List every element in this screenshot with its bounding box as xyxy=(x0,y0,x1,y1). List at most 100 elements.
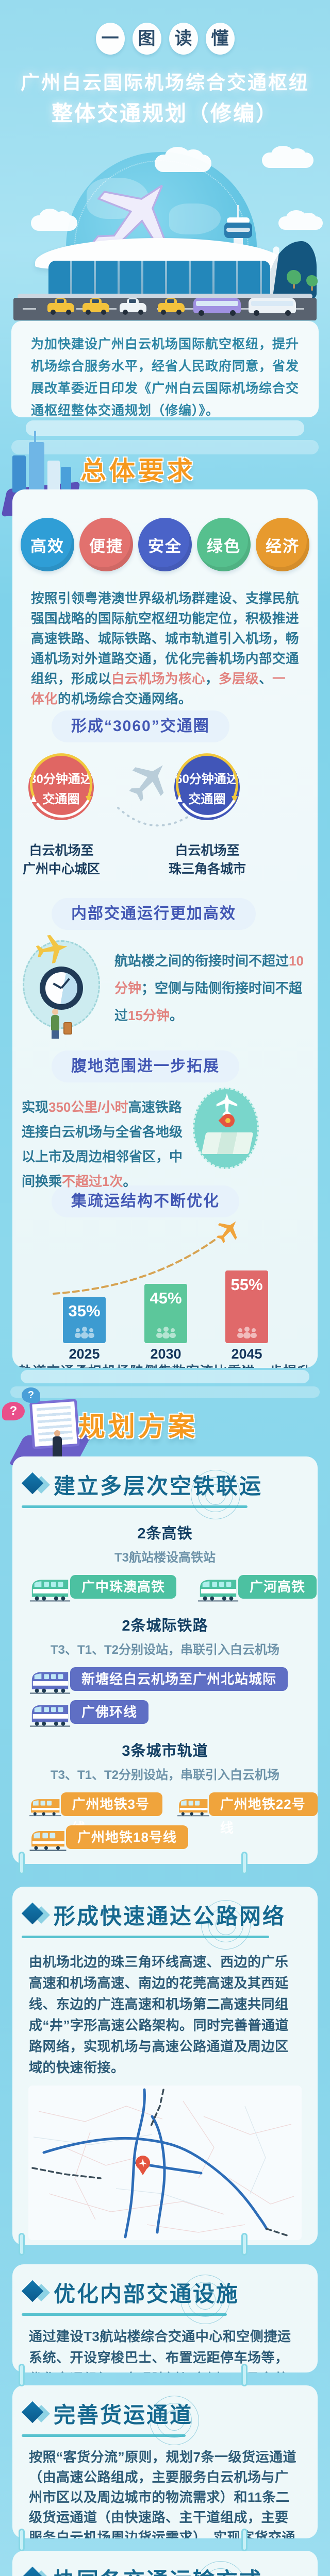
banner-3060: 形成“3060”交通圈 xyxy=(52,710,229,742)
train-icon xyxy=(29,1580,71,1602)
rail-line-label: 广中珠澳高铁 xyxy=(70,1575,177,1599)
section-card-internal: 优化内部交通设施 通过建设T3航站楼综合交通中心和空侧捷运系统、开设穿梭巴士、布… xyxy=(12,2264,318,2372)
bus-icon xyxy=(193,298,241,316)
card-reflection xyxy=(26,420,304,436)
rail-item: 广州地铁22号线 xyxy=(176,1792,318,1836)
binder-ring xyxy=(19,2529,25,2551)
group-subtitle: T3航站楼设高铁站 xyxy=(114,1551,216,1565)
badge-char: 一 xyxy=(95,23,125,55)
ring-30min-text: 30分钟通达 xyxy=(29,772,93,786)
rail-item: 广中珠澳高铁 xyxy=(28,1575,177,1602)
read-in-one-image-badges: 一 图 读 懂 xyxy=(0,23,330,55)
freight-paragraph: 按照“客货分流”原则，规划7条一级货运通道（由高速公路组成，主要服务白云机场与广… xyxy=(29,2449,296,2538)
section-head: 优化内部交通设施 xyxy=(12,2264,318,2308)
ring-60min: 60分钟通达 交通圈 xyxy=(174,753,240,820)
binder-ring xyxy=(19,2364,25,2386)
diamond-icon xyxy=(21,1901,54,1929)
rail-line-label: 广州地铁18号线 xyxy=(66,1825,188,1849)
airplane-icon xyxy=(212,1093,242,1116)
question-bubble: ? xyxy=(22,1387,40,1403)
keyword-circles: 高效 便捷 安全 绿色 经济 xyxy=(12,518,318,571)
rail-line-label: 广佛环线 xyxy=(70,1700,149,1724)
badge-char: 读 xyxy=(169,23,198,55)
ring-60min-text: 交通圈 xyxy=(188,792,226,806)
keyword-circle: 安全 xyxy=(138,518,192,571)
card-reflection xyxy=(11,440,319,454)
overall-requirements-card: 高效 便捷 安全 绿色 经济 按照引领粤港澳世界级机场群建设、支撑民航强国战略的… xyxy=(12,489,318,1368)
binder-ring xyxy=(241,2233,248,2256)
internal-facilities-paragraph: 通过建设T3航站楼综合交通中心和空侧捷运系统、开设穿梭巴士、布置远距停车场等，优… xyxy=(29,2329,291,2372)
cloud-illustration xyxy=(155,146,211,172)
group-heading: 3条城市轨道 xyxy=(122,1743,208,1759)
airplane-icon xyxy=(211,1214,245,1248)
rail-row: 广州地铁18号线 xyxy=(12,1823,318,1853)
section-head: 完善货运通道 xyxy=(12,2385,318,2429)
axis-label-2045: 2045年 xyxy=(231,1346,262,1368)
binder-ring xyxy=(241,1852,248,1874)
section-head: 协同各交通运输方式 xyxy=(12,2551,318,2576)
binder-ring xyxy=(241,2364,248,2386)
bar-2030: 45% xyxy=(144,1284,187,1343)
section-underline xyxy=(22,1505,248,1508)
rail-row: 广中珠澳高铁 广河高铁 xyxy=(12,1572,318,1602)
concentric-circles-decor xyxy=(180,2275,230,2324)
section-head: 形成快速通达公路网络 xyxy=(12,1887,318,1930)
clock-traveler-illustration xyxy=(23,935,100,1039)
curb-illustration xyxy=(18,294,312,299)
taxi-icon xyxy=(120,298,146,315)
section-title-overall: 总体要求 xyxy=(80,456,196,485)
taxi-icon xyxy=(47,298,74,315)
rail-row: 广州地铁3号线 广州地铁22号线 xyxy=(12,1790,318,1836)
ring-30min: 30分钟通达 交通圈 xyxy=(28,753,94,820)
section-title: 建立多层次空铁联运 xyxy=(54,1474,263,1498)
group-heading: 2条高铁 xyxy=(137,1526,193,1542)
hinterland-row: 实现350公里/小时高速铁路连接白云机场与全省各地级以上市及周边相邻省区，中间换… xyxy=(12,1088,318,1189)
rail-row: 新塘经白云机场至广州北站城际 xyxy=(12,1665,318,1694)
page-title-line1: 广州白云国际机场综合交通枢纽 xyxy=(21,72,309,93)
rail-line-label: 广河高铁 xyxy=(238,1575,317,1599)
concentric-circles-decor xyxy=(201,1900,251,1950)
axis-label-2030: 2030年 xyxy=(150,1346,182,1368)
chart-caption: 轨道交通承担机场陆侧集散客流比重进一步提升 xyxy=(12,1361,318,1368)
diamond-icon xyxy=(21,2399,54,2428)
taxi-icon xyxy=(82,298,109,315)
ring-60min-text: 60分钟通达 xyxy=(175,772,239,786)
overall-paragraph: 按照引领粤港澳世界级机场群建设、支撑民航强国战略的国际航空枢纽功能定位，积极推进… xyxy=(31,591,300,706)
expressway-paragraph: 由机场北边的珠三角环线高速、西边的广乐高速和机场高速、南边的花莞高速及其西延线、… xyxy=(29,1954,289,2075)
section-card-air-rail: 建立多层次空铁联运 2条高铁 T3航站楼设高铁站 广中珠澳高铁 广河高铁 2条城… xyxy=(12,1456,318,1864)
keyword-circle: 便捷 xyxy=(79,518,133,571)
train-icon xyxy=(197,1580,239,1602)
section-title: 形成快速通达公路网络 xyxy=(54,1904,286,1928)
axis-label-2025: 2025年 xyxy=(69,1346,100,1368)
concentric-circles-decor xyxy=(191,1470,240,1519)
section-card-coordination: 协同各交通运输方式 在运营机制、交通信息、运输组织等方面加强统筹，实现各运输方式… xyxy=(12,2551,318,2576)
modal-share-chart: 35% 45% 55% 2025年 2030年 2045年 轨道交通承担机场陆侧… xyxy=(12,1217,318,1368)
train-icon xyxy=(29,1705,71,1727)
concentric-circles-decor xyxy=(150,2396,199,2445)
rail-item: 广州地铁3号线 xyxy=(28,1792,163,1836)
rail-row: 广佛环线 xyxy=(12,1698,318,1727)
ring-labels: 白云机场至 广州中心城区 白云机场至 珠三角各城市 xyxy=(12,841,318,879)
section-underline xyxy=(22,1936,269,1938)
section-title: 协同各交通运输方式 xyxy=(54,2563,262,2576)
rail-item: 广佛环线 xyxy=(28,1700,149,1727)
page-title-line2: 整体交通规划（修编） xyxy=(52,101,278,125)
banner-hinterland: 腹地范围进一步拓展 xyxy=(52,1050,239,1082)
train-icon xyxy=(177,1799,209,1817)
diamond-icon xyxy=(21,2278,54,2307)
rail-item: 新塘经白云机场至广州北站城际 xyxy=(28,1667,288,1694)
airplane-icon xyxy=(121,753,177,809)
hinterland-text: 实现350公里/小时高速铁路连接白云机场与全省各地级以上市及周边相邻省区，中间换… xyxy=(22,1099,183,1189)
rail-line-label: 广州地铁22号线 xyxy=(208,1792,318,1836)
terminal-glass-illustration xyxy=(48,261,270,299)
section-title-plan: 规划方案 xyxy=(78,1412,198,1442)
cloud-illustration xyxy=(31,208,77,231)
rail-item: 广州地铁18号线 xyxy=(28,1825,188,1853)
ring-60-label: 白云机场至 珠三角各城市 xyxy=(168,843,246,876)
hero-section: 一 图 读 懂 广州白云国际机场综合交通枢纽 整体交通规划（修编） xyxy=(0,0,330,320)
internal-traffic-row: 航站楼之间的衔接时间不超过10分钟；空侧与陆侧衔接时间不超过15分钟。 xyxy=(12,935,318,1043)
banner-structure: 集疏运结构不断优化 xyxy=(52,1185,239,1217)
bar-2025: 35% xyxy=(63,1297,106,1343)
internal-traffic-text: 航站楼之间的衔接时间不超过10分钟；空侧与陆侧衔接时间不超过15分钟。 xyxy=(114,953,304,1023)
